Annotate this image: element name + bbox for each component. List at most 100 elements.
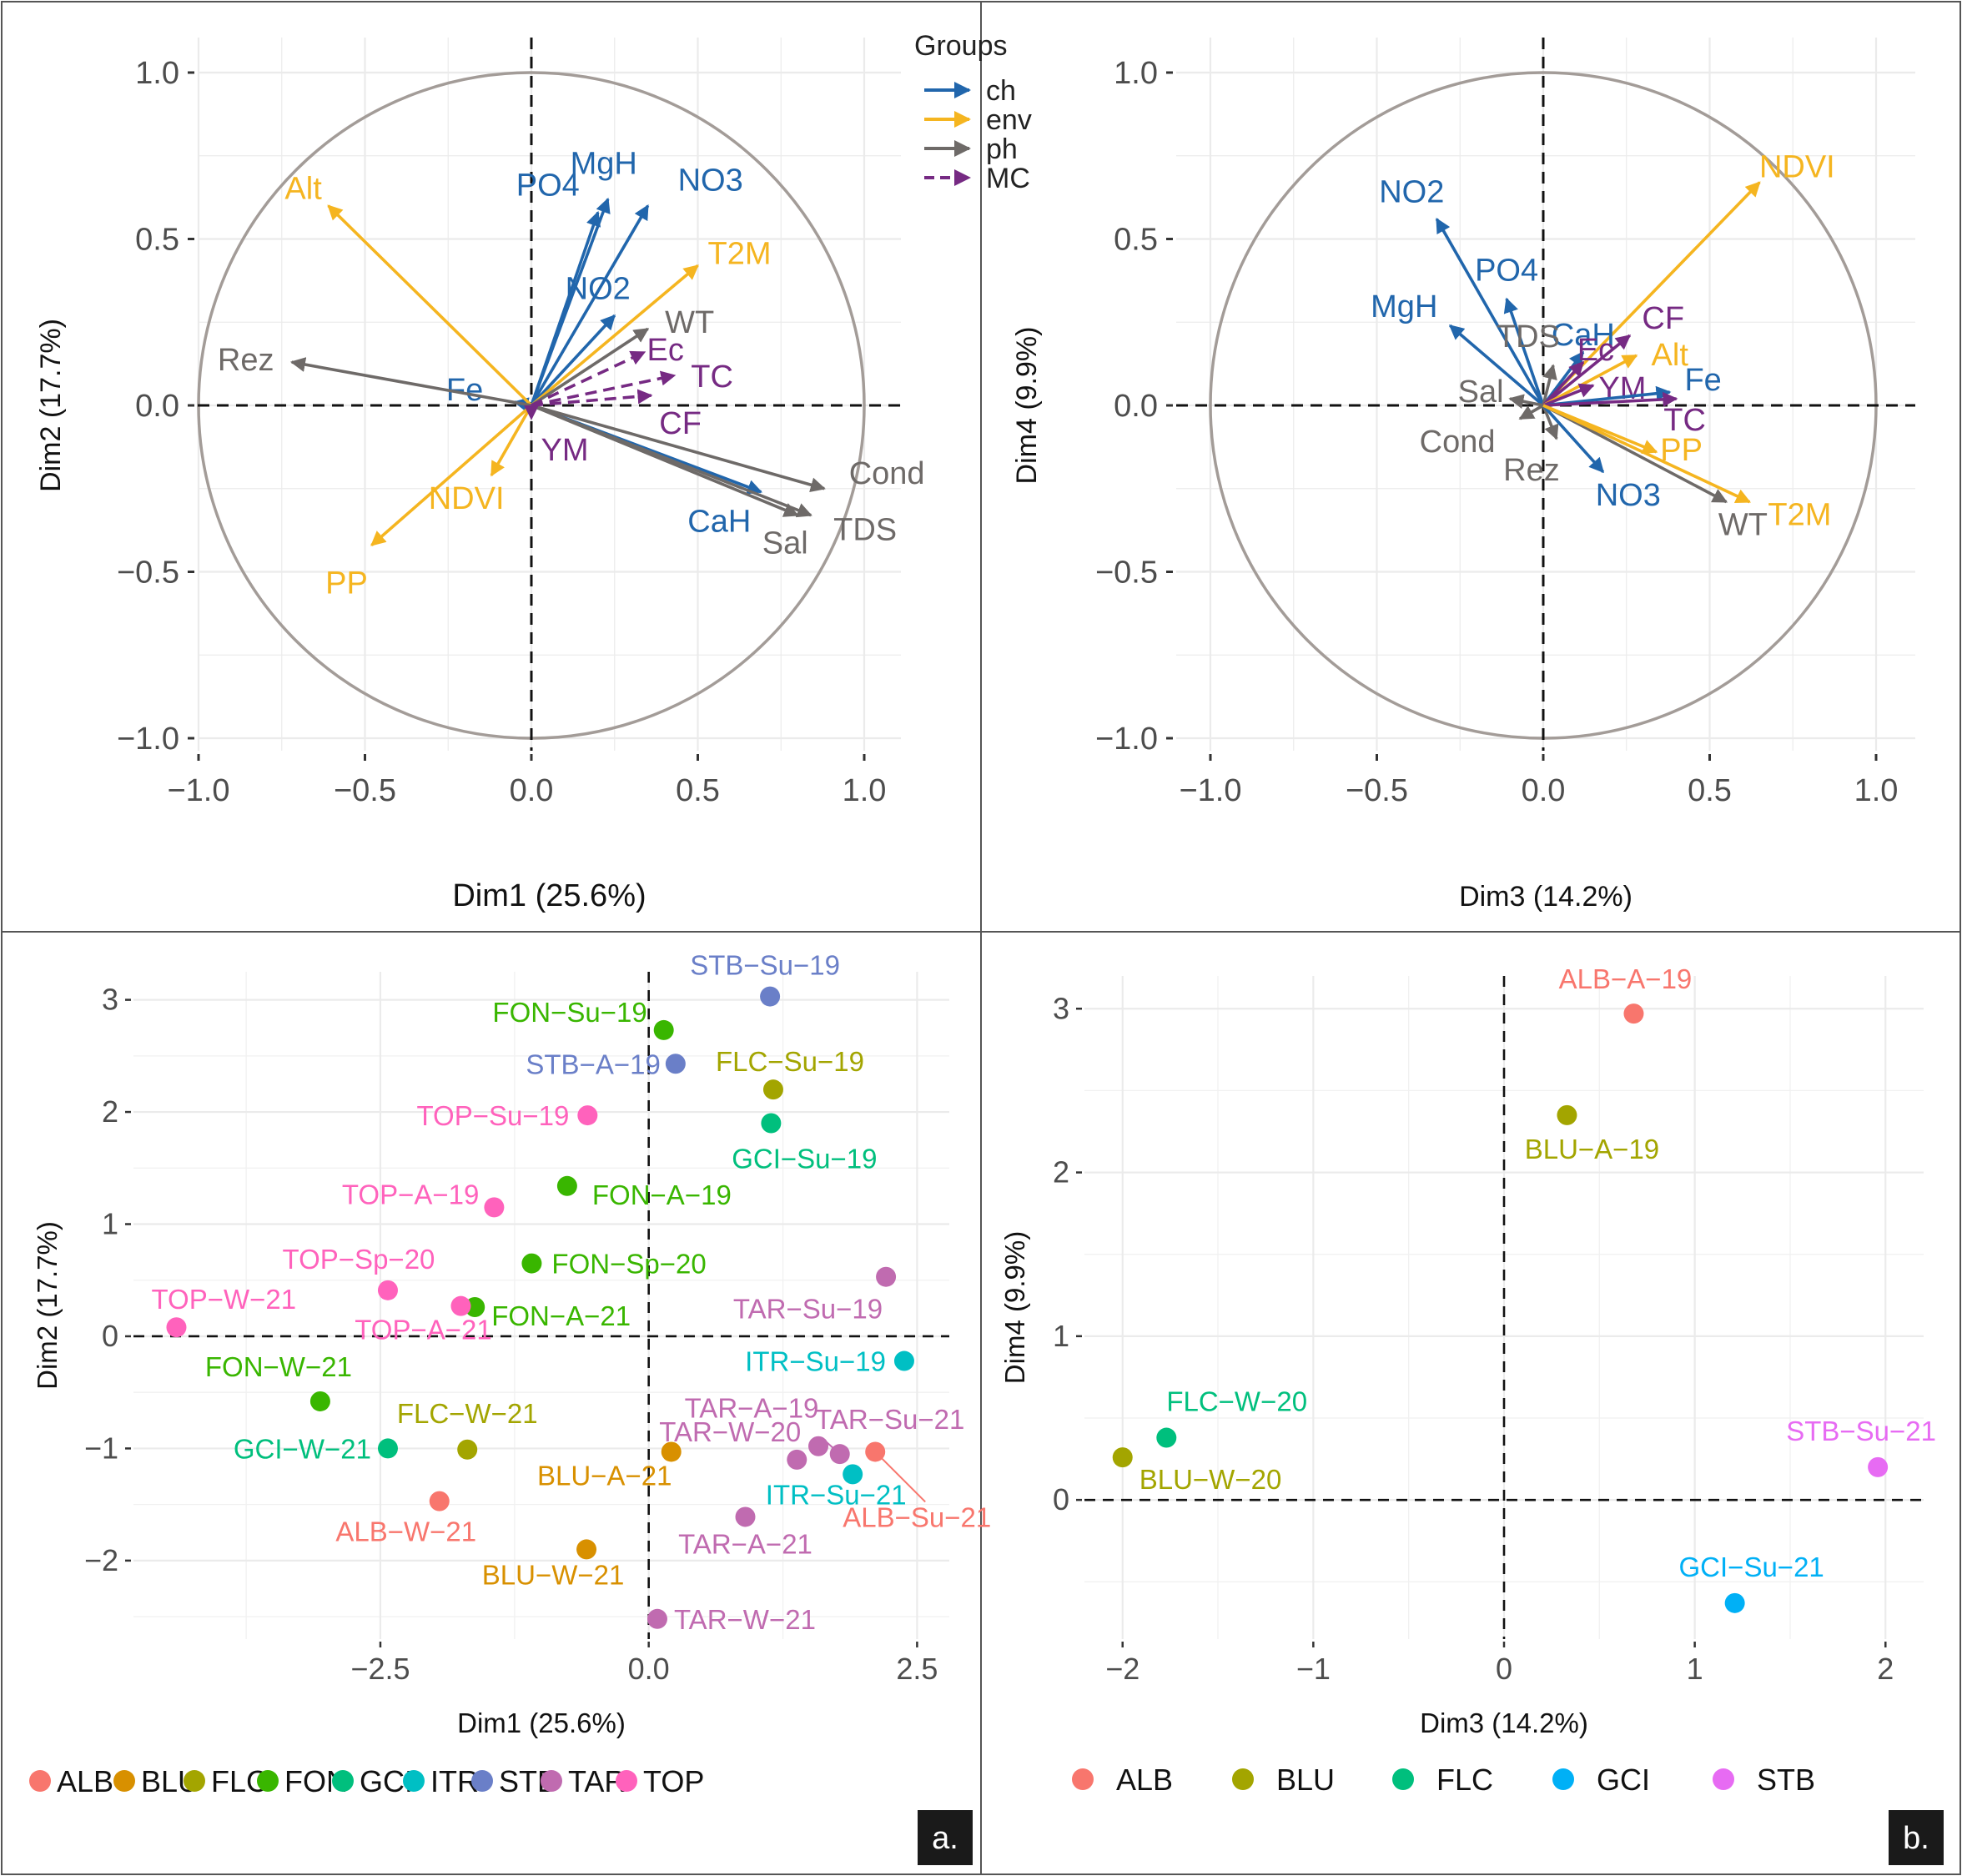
- vector-label-no2: NO2: [566, 271, 631, 306]
- y-tick-label: −0.5: [117, 556, 179, 591]
- point-blu-w-20: [1112, 1447, 1133, 1468]
- y-axis-title: Dim4 (9.9%): [999, 1231, 1030, 1384]
- y-tick-label: 0: [102, 1319, 118, 1353]
- vector-no3: [1542, 404, 1605, 474]
- x-tick-label: −1: [1296, 1652, 1331, 1686]
- vector-label-po4: PO4: [1475, 253, 1538, 288]
- point-label-tar-w-21: TAR−W−21: [674, 1604, 816, 1635]
- point-gci-su-21: [1724, 1592, 1745, 1613]
- point-gci-su-19: [761, 1113, 782, 1134]
- y-tick-label: 1.0: [135, 56, 179, 91]
- x-tick-label: −2: [1105, 1652, 1139, 1686]
- x-tick-label: 0.0: [628, 1652, 670, 1686]
- individuals-plot-dim1-dim2: 3 2 1 0 −1 −2 −2.5 0.0 2.5 Dim1 (25.6%) Dim2 (17.7…: [32, 950, 991, 1738]
- y-tick-label: 1: [102, 1207, 118, 1241]
- point-label-top-a-21: TOP−A−21: [355, 1315, 492, 1345]
- legend-a-swatch-fon: [257, 1770, 279, 1792]
- point-fon-a-19: [556, 1175, 577, 1196]
- legend-a-swatch-top: [616, 1770, 637, 1792]
- vector-tc: [531, 370, 677, 407]
- legend-a-swatch-stb: [471, 1770, 493, 1792]
- point-label-blu-w-21: BLU−W−21: [482, 1559, 625, 1590]
- y-tick-label: 0.0: [1114, 389, 1158, 424]
- y-tick-label: 0.5: [135, 223, 179, 258]
- point-label-stb-su-21: STB−Su−21: [1786, 1416, 1936, 1446]
- point-stb-su-21: [1868, 1456, 1889, 1477]
- vector-alt: [327, 204, 533, 407]
- leader-line: [874, 1451, 926, 1503]
- vector-label-mgh: MgH: [571, 147, 637, 182]
- vector-ym: [1542, 383, 1595, 407]
- site-legend-a: ALB BLU FLC FON GCI ITR STB TAR TOP: [29, 1764, 704, 1798]
- legend-b-swatch-flc: [1392, 1768, 1414, 1790]
- vector-label-tds: TDS: [1497, 319, 1560, 355]
- vector-label-ndvi: NDVI: [1759, 150, 1835, 185]
- x-tick-label: 0.0: [510, 773, 554, 808]
- point-alb-su-21: [865, 1441, 886, 1462]
- legend-b-label-gci: GCI: [1597, 1763, 1650, 1797]
- y-axis-title: Dim4 (9.9%): [1011, 327, 1043, 485]
- point-flc-w-20: [1156, 1427, 1177, 1448]
- vector-rez: [1542, 405, 1559, 440]
- point-label-fon-a-21: FON−A−21: [491, 1300, 631, 1331]
- vector-rez: [289, 357, 532, 407]
- legend-a-swatch-itr: [403, 1770, 425, 1792]
- x-tick-label: 2: [1877, 1652, 1894, 1686]
- point-top-w-21: [166, 1317, 187, 1338]
- point-label-alb-su-21: ALB−Su−21: [843, 1501, 991, 1532]
- point-gci-w-21: [377, 1438, 398, 1459]
- point-itr-su-21: [843, 1464, 863, 1485]
- point-label-stb-su-19: STB−Su−19: [690, 950, 840, 981]
- vector-wt: [1542, 404, 1728, 504]
- x-tick-label: 2.5: [896, 1652, 938, 1686]
- legend-a-swatch-gci: [332, 1770, 354, 1792]
- vector-label-sal: Sal: [1458, 375, 1504, 410]
- point-blu-w-21: [576, 1539, 597, 1560]
- legend-label-ch: ch: [986, 75, 1016, 107]
- point-top-sp-20: [377, 1280, 398, 1300]
- legend-label-env: env: [986, 104, 1032, 136]
- y-axis-title: Dim2 (17.7%): [32, 1221, 63, 1390]
- point-label-fon-a-19: FON−A−19: [592, 1179, 732, 1210]
- x-axis-title: Dim3 (14.2%): [1420, 1708, 1588, 1738]
- legend-a-swatch-alb: [29, 1770, 51, 1792]
- x-tick-label: 0.5: [676, 773, 720, 808]
- vector-label-tc: TC: [691, 360, 733, 395]
- point-label-itr-su-19: ITR−Su−19: [745, 1346, 886, 1377]
- point-alb-w-21: [429, 1491, 450, 1511]
- point-label-blu-a-21: BLU−A−21: [537, 1460, 672, 1491]
- vector-label-po4: PO4: [516, 168, 580, 204]
- x-axis-title: Dim1 (25.6%): [457, 1708, 626, 1738]
- vector-tc: [1542, 391, 1678, 407]
- vector-label-wt: WT: [1718, 508, 1768, 543]
- point-tar-su-21: [829, 1444, 850, 1465]
- point-tar-a-19: [808, 1436, 829, 1456]
- legend-b-label-blu: BLU: [1276, 1763, 1335, 1797]
- vector-po4: [1503, 297, 1545, 406]
- point-top-su-19: [577, 1105, 598, 1126]
- point-tar-w-21: [646, 1608, 667, 1629]
- legend-a-swatch-flc: [184, 1770, 205, 1792]
- x-tick-label: −0.5: [334, 773, 396, 808]
- point-label-top-su-19: TOP−Su−19: [416, 1100, 569, 1131]
- panel-tag-b-box: [1889, 1810, 1944, 1865]
- individuals-plot-dim3-dim4: 3 2 1 0 −2 −1 0 1 2 Dim3 (14.2%) Dim4 (9.9%) ALB−A−…: [999, 963, 1936, 1738]
- point-label-gci-su-21: GCI−Su−21: [1679, 1552, 1824, 1582]
- y-tick-label: 3: [1053, 991, 1069, 1025]
- vector-label-tds: TDS: [833, 513, 897, 548]
- point-alb-a-19: [1623, 1003, 1644, 1024]
- panel-tag-b: b.: [1903, 1821, 1929, 1856]
- x-tick-label: −0.5: [1346, 773, 1408, 808]
- vector-wt: [531, 327, 650, 407]
- vector-t2m: [1542, 404, 1752, 504]
- y-tick-label: 2: [102, 1094, 118, 1129]
- vector-label-cond: Cond: [1420, 425, 1496, 460]
- point-label-alb-a-19: ALB−A−19: [1559, 963, 1693, 994]
- point-label-tar-su-19: TAR−Su−19: [733, 1294, 883, 1325]
- x-axis-title: Dim1 (25.6%): [452, 878, 646, 913]
- vector-ec: [1542, 360, 1585, 407]
- vector-label-alt: Alt: [1652, 338, 1689, 373]
- y-tick-label: −1.0: [117, 722, 179, 757]
- vector-po4: [530, 210, 601, 406]
